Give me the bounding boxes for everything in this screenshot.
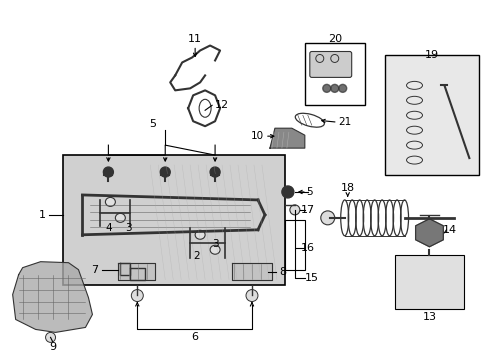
Bar [384,55,478,175]
Bar [304,42,364,105]
Circle shape [330,84,338,92]
Circle shape [45,332,56,342]
Circle shape [210,167,220,177]
Text: 4: 4 [105,223,111,233]
Text: 20: 20 [327,33,341,44]
Polygon shape [13,262,92,332]
Text: 1: 1 [39,210,46,220]
Bar [285,220,304,270]
Polygon shape [232,263,271,280]
Text: 19: 19 [424,50,438,60]
Text: 8: 8 [279,267,286,276]
Text: 12: 12 [215,100,229,110]
Circle shape [338,84,346,92]
Polygon shape [118,263,155,280]
Ellipse shape [210,245,220,254]
Polygon shape [269,128,304,148]
Circle shape [245,289,258,302]
Bar [62,155,285,285]
Bar [394,255,464,310]
Text: 9: 9 [49,342,56,352]
Text: 5: 5 [306,187,312,197]
Text: 13: 13 [422,312,436,323]
Circle shape [322,84,330,92]
Text: 18: 18 [340,183,354,193]
Text: 14: 14 [442,225,455,235]
Circle shape [160,167,170,177]
Circle shape [131,289,143,302]
Text: 3: 3 [211,239,218,249]
Circle shape [103,167,113,177]
FancyBboxPatch shape [309,51,351,77]
Text: 17: 17 [300,205,314,215]
Text: 16: 16 [300,243,314,253]
Text: 3: 3 [125,223,131,233]
Ellipse shape [115,213,125,222]
Text: 21: 21 [337,117,350,127]
Text: 2: 2 [192,251,199,261]
Text: 7: 7 [91,265,98,275]
Ellipse shape [195,230,204,239]
Text: 6: 6 [191,332,198,342]
Text: 11: 11 [188,33,202,44]
Text: 10: 10 [250,131,263,141]
Polygon shape [415,219,443,247]
Circle shape [320,211,334,225]
Text: 5: 5 [148,119,156,129]
Circle shape [289,205,299,215]
Circle shape [281,186,293,198]
Ellipse shape [105,197,115,206]
Text: 15: 15 [304,273,318,283]
